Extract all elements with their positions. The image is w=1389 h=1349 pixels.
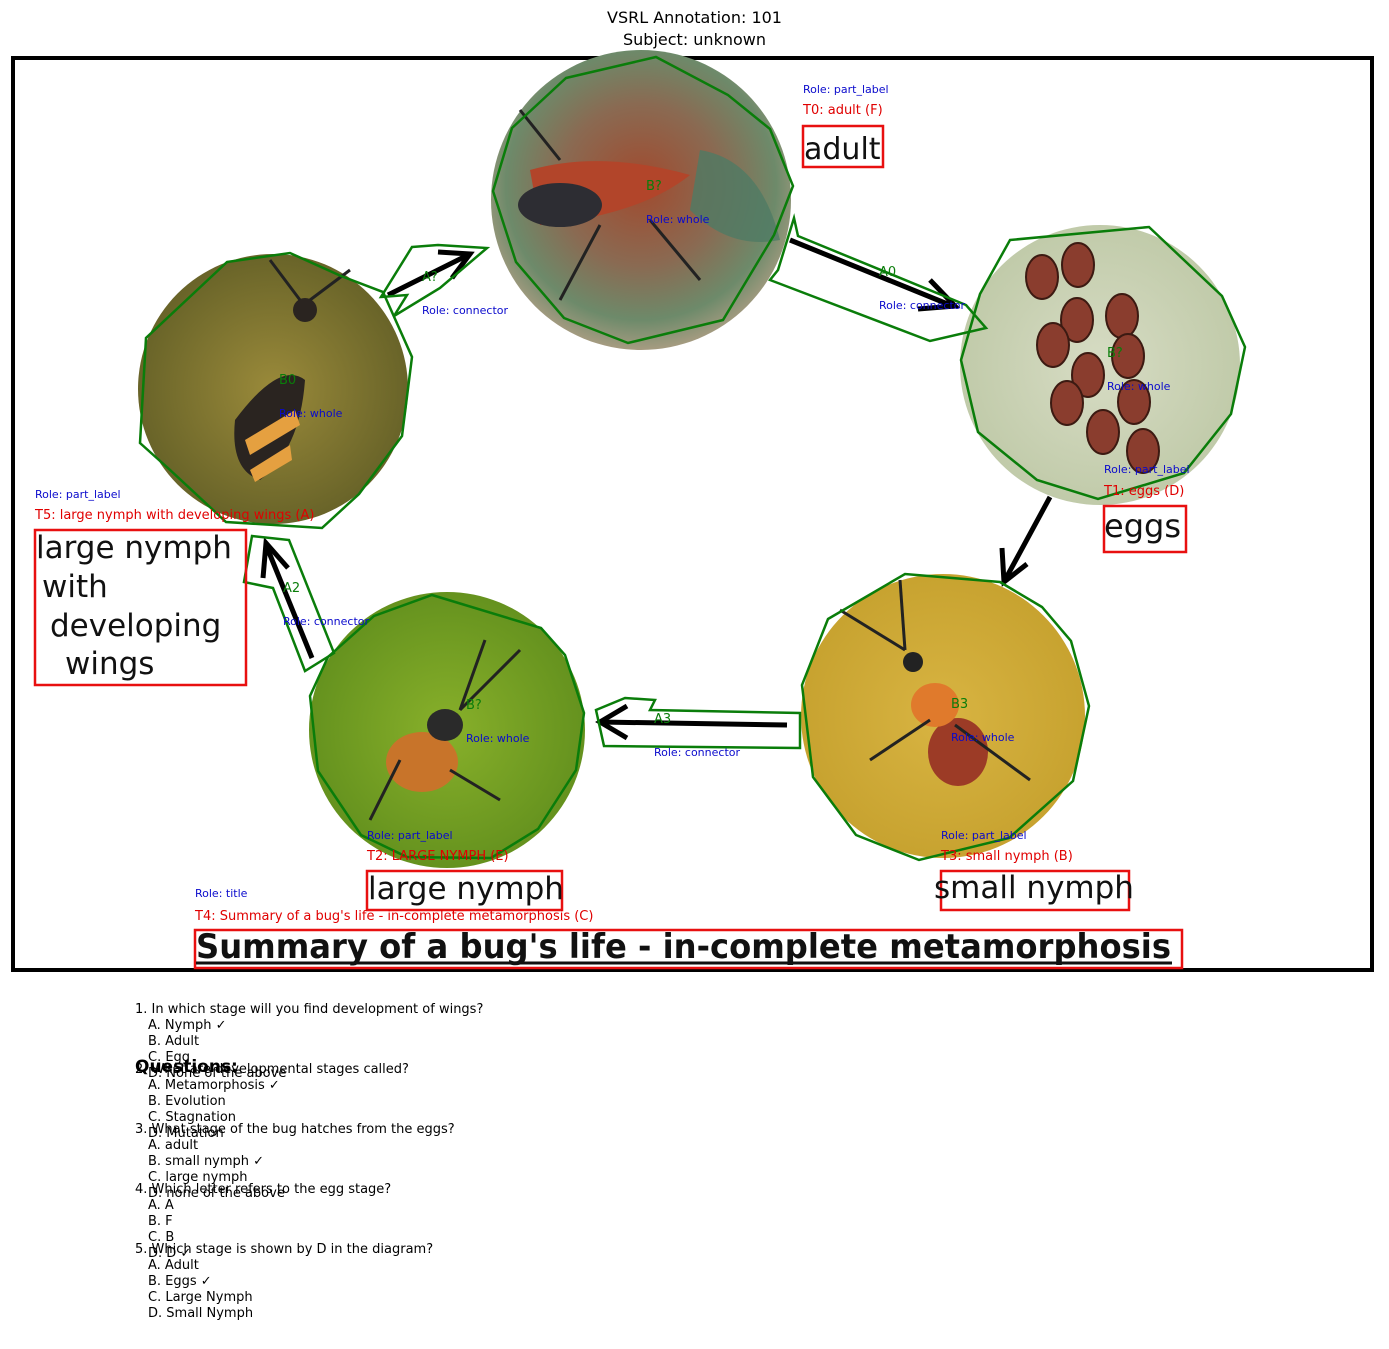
box-eggs [1102, 504, 1188, 554]
option: A. Nymph ✓ [148, 1018, 227, 1033]
option: D. D ✓ [148, 1246, 192, 1261]
polygon-connector-a0 [767, 213, 989, 343]
option: C. Large Nymph [148, 1290, 253, 1305]
option: A. Metamorphosis ✓ [148, 1078, 280, 1093]
diagram-text-small-nymph: small nymph [934, 870, 1134, 906]
option: B. Evolution [148, 1094, 226, 1109]
role-whole-eggs: Role: whole [1107, 380, 1171, 393]
question-text: 5. Which stage is shown by D in the diag… [135, 1242, 434, 1257]
polygon-small-nymph [800, 572, 1091, 862]
diagram-text-winged-line2: with [42, 569, 108, 605]
eggs-photo [960, 225, 1240, 505]
role-winged-label: Role: part_label [35, 488, 121, 501]
question-3: 3. What stage of the bug hatches from th… [135, 1122, 455, 1202]
option: D. Small Nymph [148, 1306, 254, 1321]
option: A. Adult [148, 1258, 199, 1273]
option: C. large nymph [148, 1170, 248, 1185]
caption-t4: T4: Summary of a bug's life - in-complet… [194, 909, 593, 924]
polygon-connector-a3 [594, 696, 802, 750]
option: D. none of the above [148, 1186, 285, 1201]
role-small-nymph-label: Role: part_label [941, 829, 1027, 842]
caption-t1: T1: eggs (D) [1103, 484, 1184, 499]
box-small-nymph [939, 869, 1131, 912]
polygon-winged-nymph [138, 251, 414, 530]
polygon-eggs [959, 225, 1247, 501]
option: C. B [148, 1230, 175, 1245]
box-adult [801, 124, 885, 169]
id-connector-a0: A0 [879, 265, 896, 280]
arrow-eggs-to-small [999, 495, 1053, 587]
id-connector-top: A? [422, 270, 438, 285]
option: B. F [148, 1214, 173, 1229]
role-eggs-label: Role: part_label [1104, 463, 1190, 476]
question-4: 4. Which letter refers to the egg stage?… [135, 1182, 391, 1262]
question-2: 2. What are developmental stages called?… [135, 1062, 409, 1142]
question-1: 1. In which stage will you find developm… [135, 1002, 483, 1082]
id-whole-eggs: B? [1107, 346, 1123, 361]
option: D. None of the above [148, 1066, 287, 1081]
polygon-connector-a-top [378, 243, 491, 318]
question-text: 3. What stage of the bug hatches from th… [135, 1122, 455, 1137]
diagram-frame [11, 56, 1374, 972]
question-text: 2. What are developmental stages called? [135, 1062, 409, 1077]
question-text: 1. In which stage will you find developm… [135, 1002, 484, 1017]
arrow-small-to-large [595, 703, 788, 741]
id-connector-a3: A3 [654, 712, 671, 727]
role-connector-a3: Role: connector [654, 746, 740, 759]
annotation-subject: Subject: unknown [623, 30, 766, 49]
caption-t3: T3: small nymph (B) [940, 849, 1073, 864]
question-text: 4. Which letter refers to the egg stage? [135, 1182, 392, 1197]
diagram-canvas: adult eggs small nymph large nymph large… [33, 50, 1247, 970]
role-whole-small: Role: whole [951, 731, 1015, 744]
diagram-text-winged-line4: wings [65, 646, 154, 682]
option: D. Mutation [148, 1126, 224, 1141]
role-adult-label: Role: part_label [803, 83, 889, 96]
option: A. A [148, 1198, 174, 1213]
diagram-text-adult: adult [804, 132, 881, 167]
id-connector-a2: A2 [283, 581, 300, 596]
option: B. Eggs ✓ [148, 1274, 212, 1289]
option: B. small nymph ✓ [148, 1154, 265, 1169]
diagram-text-large-nymph: large nymph [368, 871, 564, 907]
option: C. Stagnation [148, 1110, 237, 1125]
option: A. adult [148, 1138, 199, 1153]
small-nymph-photo [801, 574, 1085, 858]
arrow-adult-to-eggs [789, 237, 961, 312]
role-connector-a2: Role: connector [283, 615, 369, 628]
diagram-text-winged-line3: developing [50, 608, 221, 644]
option: C. Egg [148, 1050, 191, 1065]
box-title [193, 928, 1184, 970]
winged-nymph-photo [138, 254, 408, 524]
box-large-nymph [365, 869, 564, 912]
id-whole-large: B? [466, 698, 482, 713]
arrow-large-to-winged [260, 536, 315, 659]
polygon-large-nymph [308, 593, 586, 860]
id-whole-adult: B? [646, 179, 662, 194]
id-whole-b0: B0 [279, 373, 296, 388]
role-title-label: Role: title [195, 887, 248, 900]
polygon-adult [491, 55, 795, 345]
caption-t0: T0: adult (F) [802, 103, 883, 118]
role-whole-winged: Role: whole [279, 407, 343, 420]
annotation-title: VSRL Annotation: 101 [607, 8, 782, 27]
option: B. Adult [148, 1034, 200, 1049]
role-whole-large: Role: whole [466, 732, 530, 745]
adult-photo [491, 50, 791, 350]
role-connector-top: Role: connector [422, 304, 508, 317]
questions-heading: Questions: [135, 1057, 238, 1077]
role-whole-adult: Role: whole [646, 213, 710, 226]
large-nymph-photo [309, 592, 585, 868]
id-whole-b3: B3 [951, 697, 968, 712]
question-5: 5. Which stage is shown by D in the diag… [135, 1242, 433, 1322]
role-connector-a0: Role: connector [879, 299, 965, 312]
diagram-text-eggs: eggs [1104, 507, 1181, 545]
diagram-text-winged-line1: large nymph [36, 530, 232, 566]
diagram-text-title: Summary of a bug's life - in-complete me… [196, 927, 1171, 967]
caption-t5: T5: large nymph with developing wings (A… [34, 508, 314, 523]
polygon-connector-a2 [242, 534, 336, 673]
arrow-winged-to-adult [386, 249, 475, 298]
box-winged-nymph [33, 528, 248, 687]
role-large-nymph-label: Role: part_label [367, 829, 453, 842]
caption-t2: T2: LARGE NYMPH (E) [366, 849, 509, 864]
